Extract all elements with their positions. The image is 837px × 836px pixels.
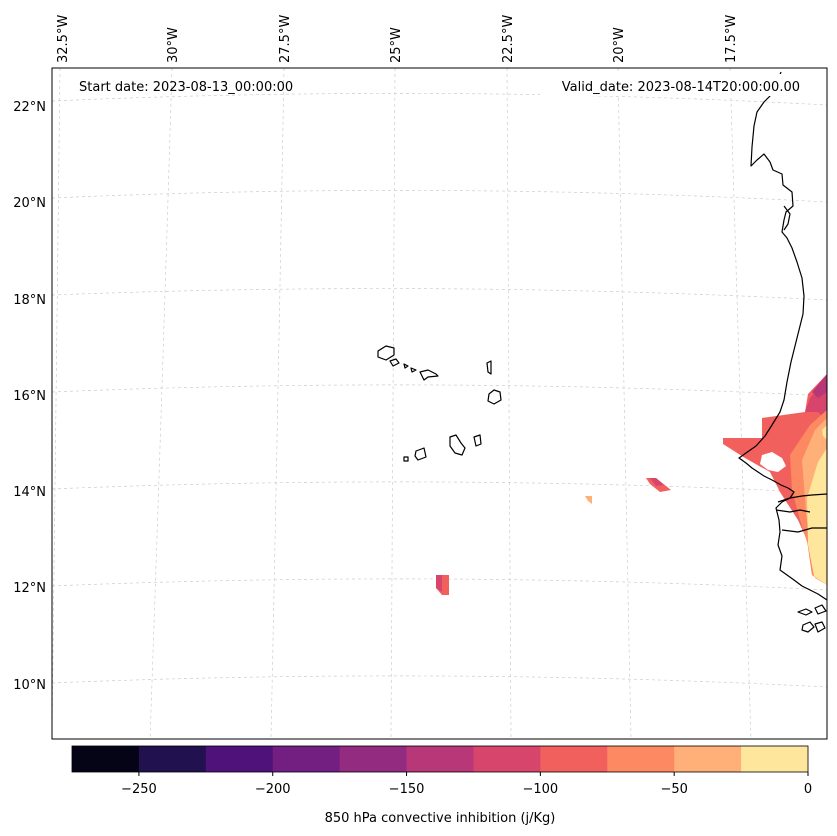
cin-field: [436, 374, 827, 595]
colorbar-tick-label: 0: [804, 782, 812, 797]
cin-fill-east-cell-deep: [650, 478, 664, 486]
parallel-20n: [51, 190, 828, 203]
cv-boa-vista: [487, 389, 502, 405]
colorbar-ticks: −250 −200 −150 −100 −50 0: [121, 772, 812, 797]
cv-sao-nicolau-main: [419, 369, 439, 381]
cin-fill-senegal-pale: [807, 448, 827, 585]
map-frame: [51, 67, 828, 740]
parallel-22n: [51, 93, 828, 106]
colorbar-cell: [339, 746, 408, 772]
parallel-18n: [51, 288, 828, 301]
cin-fill-senegal-deep: [812, 374, 827, 398]
lat-label-10n: 10°N: [13, 678, 46, 693]
lon-label-20w: 20°W: [612, 27, 627, 63]
cin-fill-senegal-pale-tip: [822, 425, 827, 440]
colorbar-tick-label: −50: [660, 782, 687, 797]
colorbar-cell: [406, 746, 474, 772]
longitude-labels: 32.5°W 30°W 27.5°W 25°W 22.5°W 20°W 17.5…: [56, 15, 739, 63]
colorbar-cell: [674, 746, 742, 772]
lon-label-30w: 30°W: [166, 27, 181, 63]
latitude-labels: 22°N 20°N 18°N 16°N 14°N 12°N 10°N: [13, 100, 46, 693]
colorbar-tick-label: −150: [389, 782, 425, 797]
colorbar: −250 −200 −150 −100 −50 0 850 hPa convective …: [71, 745, 812, 826]
lat-label-12n: 12°N: [13, 581, 46, 596]
lon-label-27.5w: 27.5°W: [278, 15, 293, 63]
colorbar-cell: [607, 746, 675, 772]
lat-label-20n: 20°N: [13, 196, 46, 211]
colorbar-cell: [205, 746, 274, 772]
colorbar-cells: [72, 746, 809, 772]
africa-coastline: [738, 71, 828, 601]
cv-sao-vicente: [389, 358, 400, 367]
valid-date-label: Valid_date: 2023-08-14T20:00:00.00: [562, 80, 800, 95]
graticule: [51, 67, 828, 740]
gambia-river: [777, 493, 828, 503]
cin-fill-senegal-outer: [723, 374, 827, 585]
bijagos-1: [797, 608, 813, 616]
cin-hole-dakar: [760, 452, 786, 472]
lat-label-22n: 22°N: [13, 100, 46, 115]
cv-sao-nicolau: [410, 367, 417, 373]
cv-santiago: [449, 434, 466, 456]
colorbar-cell: [741, 746, 809, 772]
cv-maio: [473, 434, 482, 447]
parallel-16n: [51, 384, 828, 397]
map-panel: [52, 68, 827, 739]
lon-label-25w: 25°W: [389, 27, 404, 63]
senegal-border: [781, 527, 827, 533]
lon-label-32.5w: 32.5°W: [56, 15, 71, 63]
mauritania-inlet: [783, 205, 791, 231]
cin-fill-south-cell-deep: [436, 575, 442, 592]
bijagos-3: [801, 621, 815, 633]
coastlines: [377, 71, 828, 633]
cv-sal: [486, 360, 492, 375]
meridian-30w: [149, 67, 173, 740]
cv-santo-antao: [377, 345, 395, 361]
bijagos-4: [814, 621, 826, 633]
colorbar-cell: [473, 746, 541, 772]
bijagos-2: [814, 604, 827, 615]
lon-label-17.5w: 17.5°W: [724, 15, 739, 63]
colorbar-cell: [138, 746, 207, 772]
lon-label-22.5w: 22.5°W: [501, 15, 516, 63]
colorbar-cell: [72, 746, 140, 772]
parallel-14n: [51, 481, 828, 494]
colorbar-cell: [272, 746, 341, 772]
meridian-17.5w: [729, 67, 752, 740]
lat-label-14n: 14°N: [13, 485, 46, 500]
colorbar-tick-label: −100: [523, 782, 559, 797]
parallel-12n: [51, 578, 828, 591]
colorbar-frame: [71, 745, 809, 773]
colorbar-label: 850 hPa convective inhibition (j/Kg): [325, 811, 556, 826]
cv-fogo: [414, 447, 427, 461]
colorbar-cell: [540, 746, 608, 772]
colorbar-tick-label: −200: [255, 782, 291, 797]
cv-santa-luzia: [403, 363, 409, 369]
parallel-10n: [51, 675, 828, 688]
valid-date-backdrop: [540, 74, 812, 96]
casamance-coast: [775, 509, 811, 513]
lat-label-18n: 18°N: [13, 293, 46, 308]
cv-brava: [403, 456, 409, 462]
colorbar-tick-label: −250: [121, 782, 157, 797]
lat-label-16n: 16°N: [13, 389, 46, 404]
start-date-label: Start date: 2023-08-13_00:00:00: [79, 80, 293, 95]
cin-fill-small-dot: [585, 496, 592, 504]
